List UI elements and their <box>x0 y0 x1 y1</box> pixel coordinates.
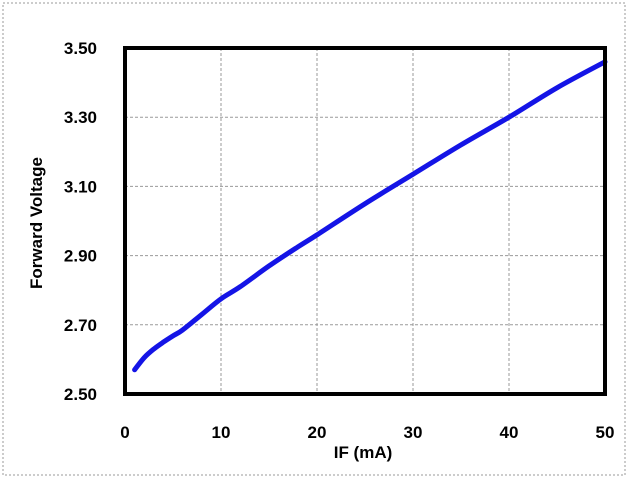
x-axis-title: IF (mA) <box>334 443 393 462</box>
x-tick-label: 10 <box>212 423 231 442</box>
x-tick-label: 50 <box>596 423 615 442</box>
y-axis-title: Forward Voltage <box>27 157 46 289</box>
x-tick-label: 40 <box>500 423 519 442</box>
x-tick-label: 20 <box>308 423 327 442</box>
series-line-0 <box>132 59 608 373</box>
x-tick-label: 30 <box>404 423 423 442</box>
y-tick-label: 2.70 <box>64 316 97 335</box>
y-tick-label: 2.90 <box>64 247 97 266</box>
series-layer <box>132 59 608 373</box>
y-tick-label: 3.10 <box>64 177 97 196</box>
outer-border <box>2 2 626 476</box>
plot-area-border <box>123 46 607 396</box>
y-tick-label: 3.50 <box>64 39 97 58</box>
y-tick-label: 2.50 <box>64 385 97 404</box>
y-tick-label: 3.30 <box>64 108 97 127</box>
grid <box>125 48 605 394</box>
x-axis-ticks: 0 10 20 30 40 50 <box>120 423 614 442</box>
x-tick-label: 0 <box>120 423 129 442</box>
y-axis-ticks: 2.50 2.70 2.90 3.10 3.30 3.50 <box>64 39 97 404</box>
